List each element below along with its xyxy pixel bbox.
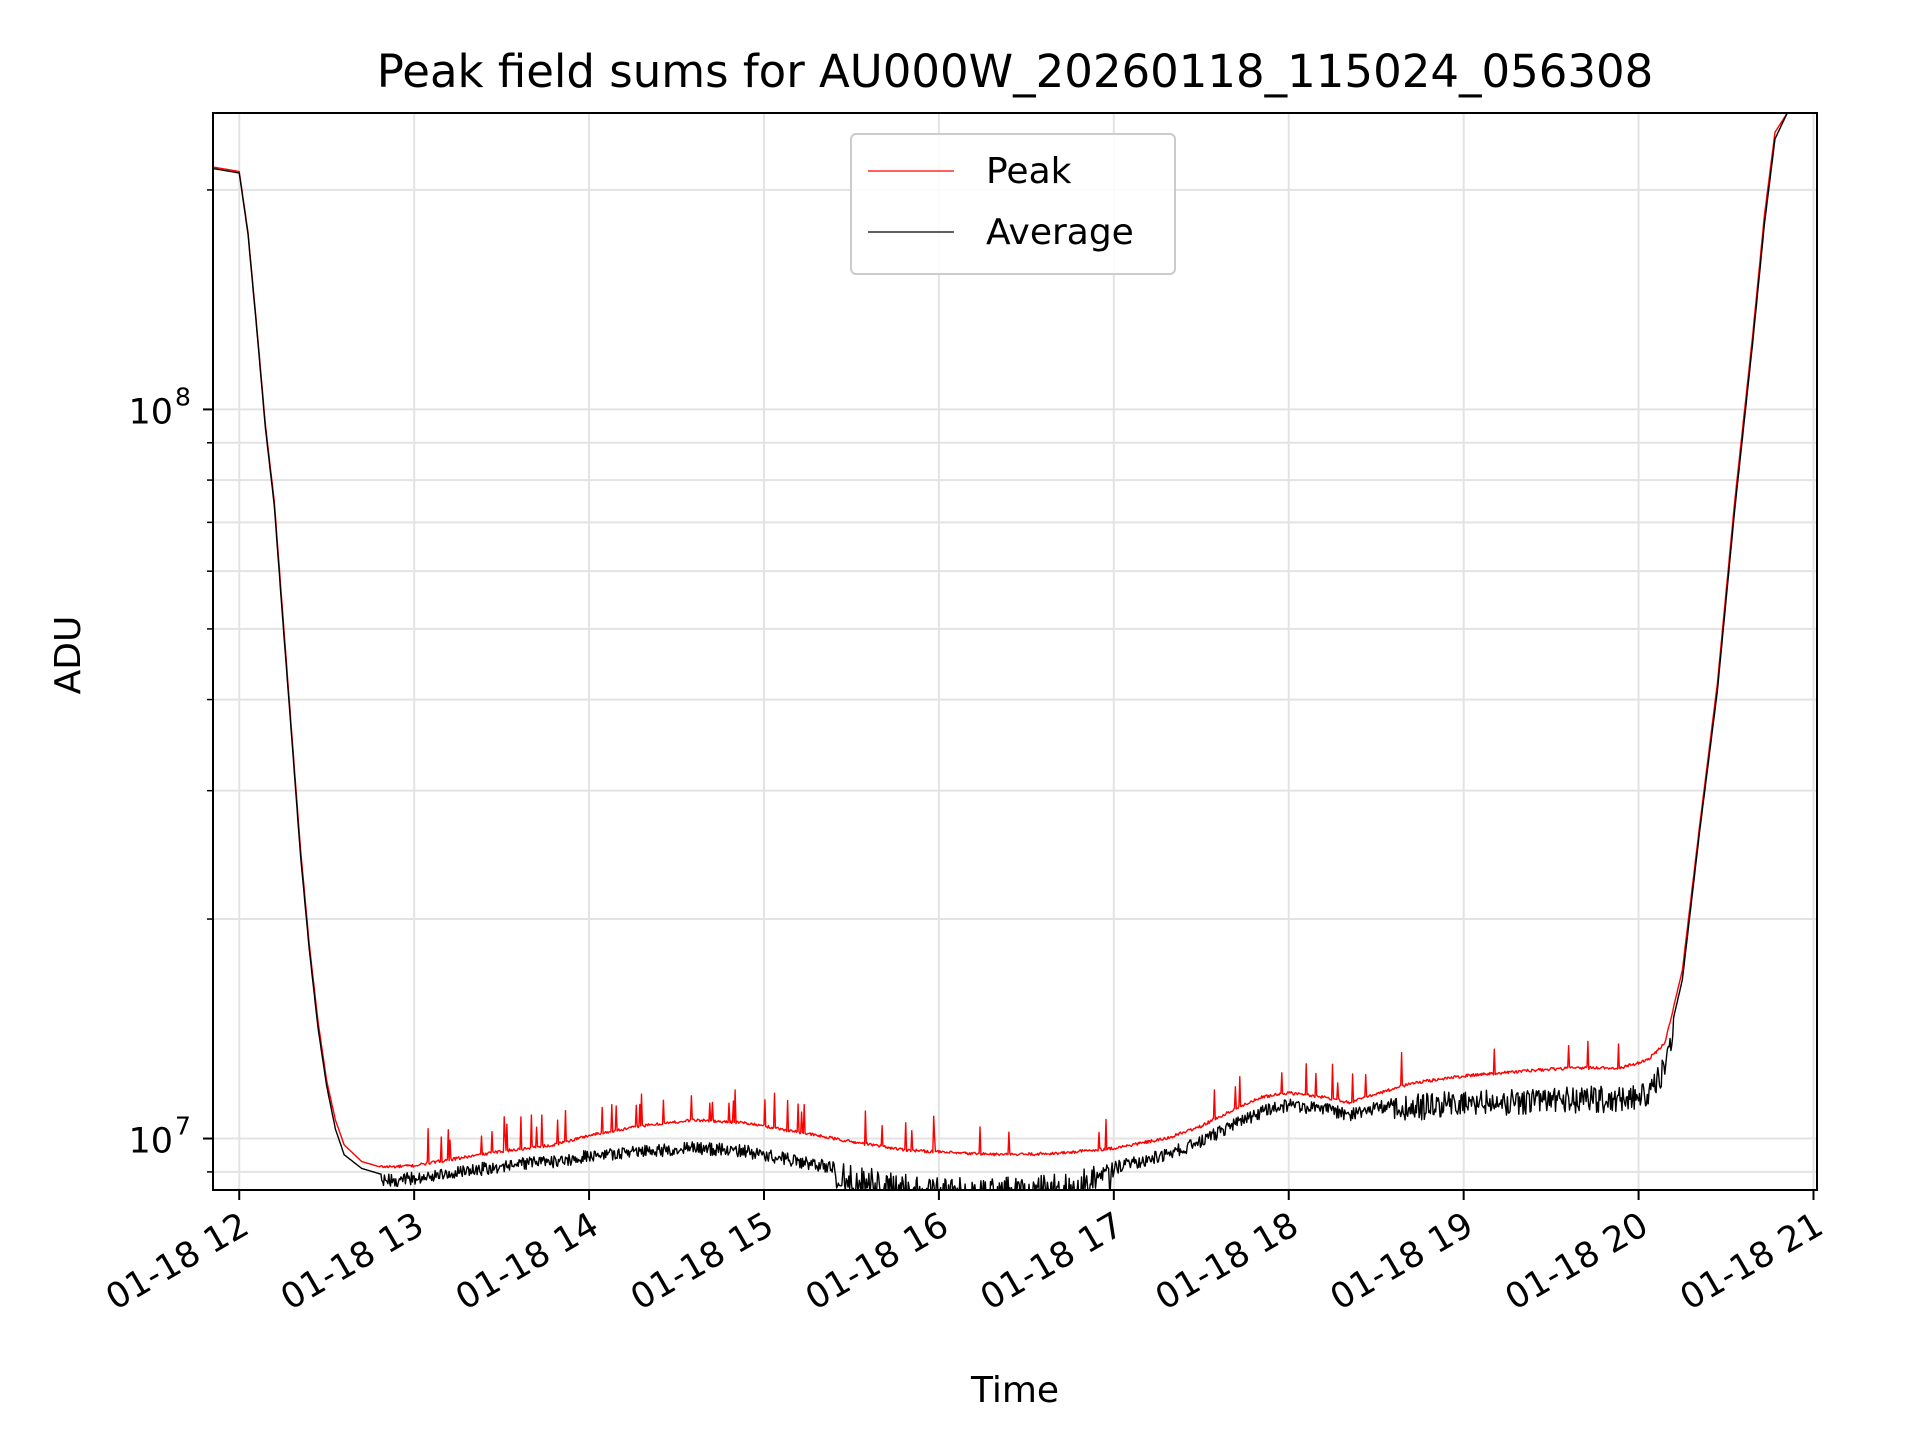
y-tick-base: 10 <box>128 392 173 432</box>
legend-box <box>850 133 1176 275</box>
y-axis-label: ADU <box>48 616 89 695</box>
y-tick-label: 10 8 <box>128 382 190 432</box>
series-line-average <box>213 113 1788 1190</box>
legend-label-peak: Peak <box>986 151 1072 192</box>
chart-title: Peak field sums for AU000W_20260118_1150… <box>377 45 1654 98</box>
series-line-peak <box>213 113 1788 1169</box>
y-tick-label: 10 7 <box>128 1112 190 1162</box>
series-layer <box>213 113 1788 1190</box>
legend: Peak Average <box>850 133 1176 275</box>
plot-frame <box>212 112 1818 1191</box>
legend-label-average: Average <box>986 212 1134 253</box>
y-tick-exponent: 8 <box>175 382 191 411</box>
x-axis-label: Time <box>970 1370 1059 1411</box>
y-tick-base: 10 <box>128 1122 173 1162</box>
y-tick-exponent: 7 <box>175 1112 191 1141</box>
